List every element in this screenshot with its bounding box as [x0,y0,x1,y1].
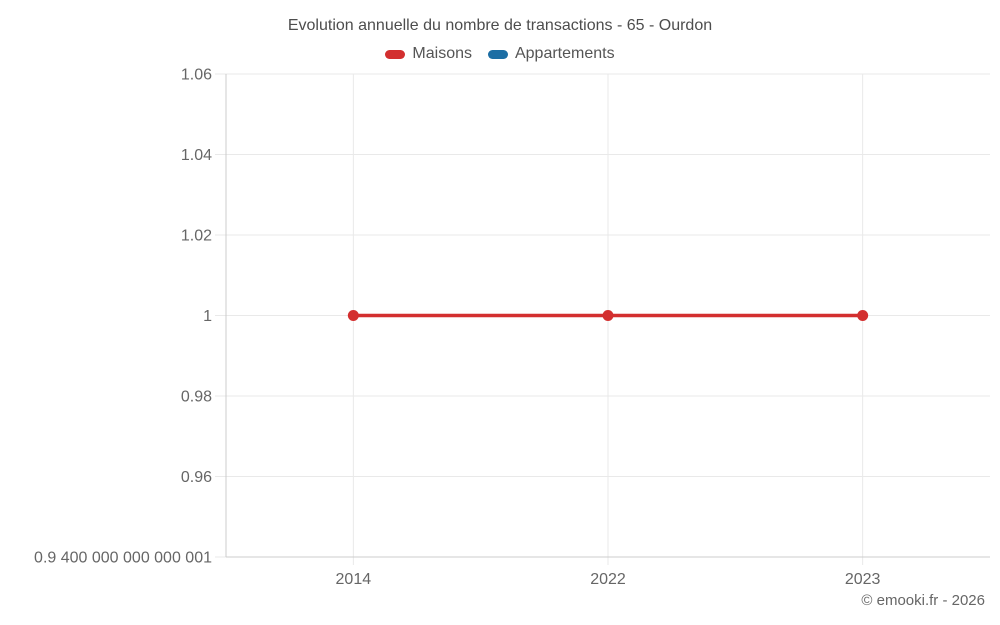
x-tick-label: 2023 [845,571,881,588]
legend-label-maisons: Maisons [412,45,472,62]
y-tick-label: 1.02 [181,228,212,245]
series-maisons [347,310,869,321]
x-tick-label: 2014 [336,571,372,588]
copyright-text: © emooki.fr - 2026 [861,592,985,609]
y-tick-label: 1 [203,308,212,325]
legend-item-appartements[interactable]: Appartements [487,45,615,63]
x-tick-label: 2022 [590,571,626,588]
y-tick-label: 1.04 [181,147,212,164]
y-tick-label: 0.9 400 000 000 000 001 [34,550,212,567]
data-point-maisons-2023[interactable] [857,310,869,321]
axes [225,74,990,558]
axis-labels: 1.06 1.04 1.02 1 0.98 0.96 0.9 400 000 000 000… [34,67,881,589]
chart-title: Evolution annuelle du nombre de transact… [287,17,713,34]
appartements-series-swatch-icon [487,49,508,59]
data-point-maisons-2022[interactable] [602,310,614,321]
gridlines [215,73,990,565]
legend-label-appartements: Appartements [514,45,615,62]
maisons-series-swatch-icon [385,49,406,59]
legend-item-maisons[interactable]: Maisons [385,45,472,63]
y-tick-label: 0.98 [181,389,212,406]
y-tick-label: 0.96 [181,469,212,486]
data-point-maisons-2014[interactable] [347,310,359,321]
legend: Maisons Appartements [0,45,1000,63]
y-tick-label: 1.06 [181,67,212,84]
